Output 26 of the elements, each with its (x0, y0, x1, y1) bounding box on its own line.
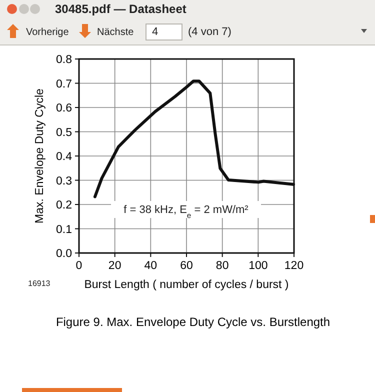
y-tick-label: 0.7 (56, 78, 72, 90)
y-tick-label: 0.6 (56, 102, 72, 114)
text: Vorherige (26, 27, 70, 38)
x-tick-label: 20 (108, 260, 122, 272)
x-tick-label: 120 (284, 260, 304, 272)
text: 30485.pdf — Datasheet (55, 2, 186, 16)
y-tick-label: 0.0 (56, 248, 72, 260)
annotation: f = 38 kHz, E$_{e}$ = 2 mW/m² (124, 204, 249, 220)
text: (4 von 7) (188, 26, 232, 38)
x-tick-label: 40 (144, 260, 158, 272)
y-tick-label: 0.5 (56, 126, 72, 139)
y-tick-label: 0.8 (56, 54, 72, 66)
y-tick-label: 0.3 (56, 175, 72, 188)
text: Figure 9. Max. Envelope Duty Cycle vs. Burstlength (56, 315, 330, 329)
x-tick-label: 0 (76, 260, 82, 272)
text: 16913 (28, 279, 51, 288)
y-tick-label: 0.4 (56, 151, 73, 163)
x-tick-label: 80 (216, 260, 229, 272)
text: 4 (152, 26, 158, 38)
x-tick-label: 100 (248, 260, 268, 272)
y-axis-title: Max. Envelope Duty Cycle (34, 88, 46, 224)
x-tick-label: 60 (180, 260, 193, 272)
text: Nächste (97, 27, 134, 38)
y-tick-label: 0.1 (56, 224, 72, 236)
x-axis-title: Burst Length ( number of cycles / burst ) (84, 279, 289, 291)
y-tick-label: 0.2 (56, 200, 72, 212)
